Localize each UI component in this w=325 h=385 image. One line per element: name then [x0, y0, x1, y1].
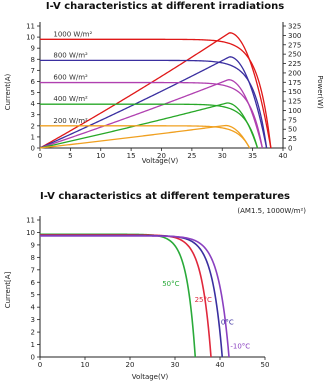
chart2-x-tick-label: 10 [81, 361, 90, 369]
chart2-y-tick-label: 7 [31, 266, 35, 274]
chart1-y2-tick-label: 300 [288, 32, 301, 40]
chart1-x-tick-label: 0 [38, 152, 42, 160]
chart1-y2-tick-label: 75 [288, 116, 297, 124]
chart1-ylabel: Current(A) [4, 73, 12, 110]
chart1-y2-tick-label: 175 [288, 79, 301, 87]
chart1-y2-tick-label: 225 [288, 60, 301, 68]
chart1-y-tick-label: 9 [31, 45, 35, 53]
chart1-y2-tick-label: 150 [288, 88, 301, 96]
chart1-y2-tick-label: 275 [288, 41, 301, 49]
chart2-iv-curve [40, 234, 212, 358]
irradiation-chart: I-V characteristics at different irradia… [4, 1, 324, 165]
chart2-iv-curve [40, 235, 230, 358]
chart1-y-tick-label: 1 [31, 133, 35, 141]
chart1-iv-curve [40, 38, 272, 149]
chart2-series-labels: 50°C 25°C 0°C -10°C [162, 280, 250, 350]
chart2-y-tick-label: 0 [31, 354, 35, 362]
chart2-y-tick-label: 4 [31, 304, 36, 312]
chart1-y2-tick-label: 50 [288, 126, 297, 134]
chart2-subtitle: (AM1.5, 1000W/m²) [237, 207, 306, 215]
chart2-x-tick-label: 30 [171, 361, 180, 369]
chart1-y-tick-label: 8 [31, 56, 35, 64]
chart2-x-tick-label: 0 [38, 361, 42, 369]
chart1-series-label: 800 W/m² [53, 51, 88, 59]
chart1-curves [39, 32, 272, 149]
chart1-y2-tick-label: 250 [288, 51, 301, 59]
chart1-x-tick-label: 40 [279, 152, 288, 160]
chart2-iv-curve [40, 233, 197, 358]
chart1-title: I-V characteristics at different irradia… [46, 1, 284, 12]
chart1-x-tick-label: 20 [157, 152, 166, 160]
chart2-y-tick-label: 8 [31, 254, 35, 262]
chart2-title: I-V characteristics at different tempera… [40, 191, 290, 202]
chart1-series-label: 200 W/m² [53, 117, 88, 125]
chart1-y2label: Power(W) [316, 75, 324, 109]
chart1-y2-tick-label: 100 [288, 107, 301, 115]
chart1-power-curve [39, 79, 263, 149]
chart1-y-tick-label: 5 [31, 89, 35, 97]
chart1-series-label: 600 W/m² [53, 74, 88, 82]
chart1-y-tick-label: 6 [31, 78, 36, 86]
chart1-y-tick-label: 7 [31, 67, 35, 75]
chart2-y-tick-label: 10 [26, 229, 35, 237]
chart1-x-tick-label: 15 [127, 152, 136, 160]
chart2-y-tick-label: 9 [31, 241, 35, 249]
chart2-y-tick-label: 1 [31, 341, 35, 349]
chart1-y-tick-label: 3 [31, 111, 35, 119]
chart2-y-tick-label: 11 [26, 217, 35, 225]
chart1-y-tick-label: 11 [26, 23, 35, 31]
chart1-x-tick-label: 10 [96, 152, 105, 160]
chart2-x-tick-label: 40 [216, 361, 225, 369]
chart1-x-tick-label: 5 [68, 152, 72, 160]
chart2-series-label: 0°C [221, 319, 234, 327]
chart1-x-tick-label: 30 [218, 152, 227, 160]
chart1-y-tick-label: 4 [31, 100, 36, 108]
temperature-chart: I-V characteristics at different tempera… [4, 191, 306, 381]
chart2-x-tick-label: 50 [261, 361, 270, 369]
chart1-power-curve [39, 102, 259, 149]
chart1-y2-tick-label: 325 [288, 23, 301, 31]
chart1-series-label: 400 W/m² [53, 95, 88, 103]
chart2-xlabel: Voltage(V) [132, 373, 169, 381]
chart1-power-curve [39, 56, 268, 149]
chart2-axes: 0 10 20 30 40 50 0 1 2 3 4 5 6 7 8 9 10 11 [26, 216, 269, 369]
chart1-y2-tick-label: 125 [288, 98, 301, 106]
chart2-y-tick-label: 5 [31, 291, 35, 299]
chart2-y-tick-label: 3 [31, 316, 35, 324]
chart1-power-curve [39, 124, 251, 149]
chart1-y-tick-label: 10 [26, 34, 35, 42]
chart1-series-label: 1000 W/m² [53, 30, 92, 38]
chart1-xlabel: Voltage(V) [142, 157, 179, 165]
chart2-ylabel: Current[A] [4, 271, 12, 308]
chart2-series-label: -10°C [230, 342, 250, 350]
chart1-y2-tick-label: 0 [288, 145, 292, 153]
chart1-y2-tick-label: 25 [288, 135, 297, 143]
chart1-series-labels: 1000 W/m² 800 W/m² 600 W/m² 400 W/m² 200 W/m… [53, 30, 92, 125]
chart1-iv-curve [40, 103, 259, 149]
chart2-y-tick-label: 6 [31, 279, 36, 287]
chart1-axes: 0 5 10 15 20 25 30 35 40012345678910110255075100… [26, 22, 301, 160]
chart1-y-tick-label: 2 [31, 122, 35, 130]
chart2-series-label: 50°C [162, 280, 179, 288]
chart1-iv-curve [40, 59, 268, 149]
chart2-curves [40, 233, 230, 358]
chart1-y-tick-label: 0 [31, 145, 35, 153]
chart1-x-tick-label: 35 [248, 152, 257, 160]
chart1-x-tick-label: 25 [187, 152, 196, 160]
chart1-iv-curve [40, 81, 263, 149]
chart2-y-tick-label: 2 [31, 329, 35, 337]
chart2-series-label: 25°C [195, 296, 212, 304]
chart1-y2-tick-label: 200 [288, 69, 301, 77]
chart2-x-tick-label: 20 [126, 361, 135, 369]
